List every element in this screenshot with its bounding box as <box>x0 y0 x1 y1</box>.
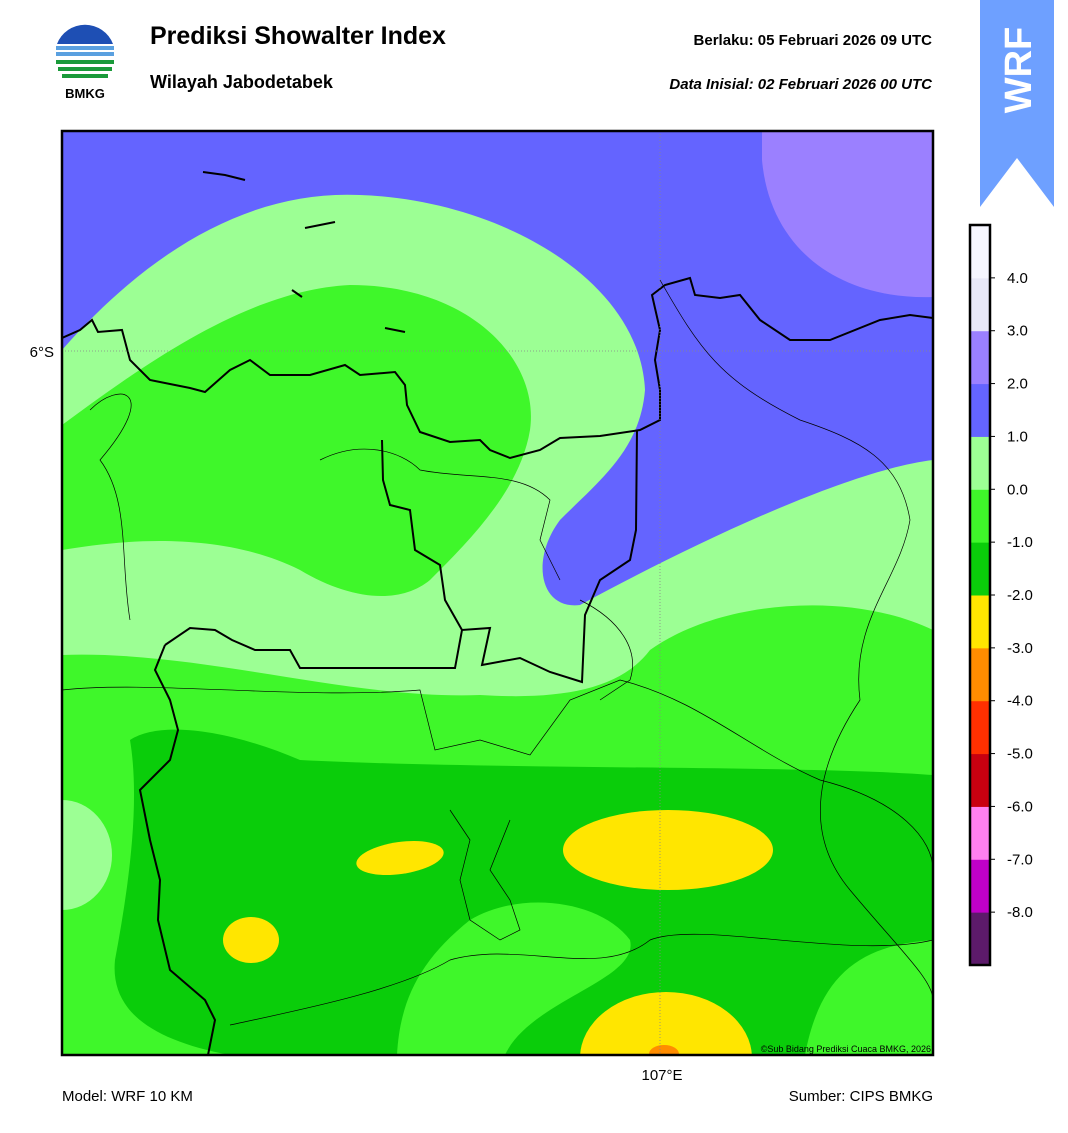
colorbar-band <box>970 647 990 702</box>
wrf-badge-text: WRF <box>998 27 1040 114</box>
logo-text: BMKG <box>65 86 105 101</box>
colorbar-tick-label: -1.0 <box>1007 534 1033 551</box>
colorbar-band <box>970 806 990 860</box>
colorbar-tick-label: -4.0 <box>1007 693 1033 710</box>
subtitle: Wilayah Jabodetabek <box>150 72 334 92</box>
colorbar-tick-label: -7.0 <box>1007 851 1033 868</box>
colorbar-band <box>970 859 990 913</box>
colorbar-band <box>970 542 990 596</box>
colorbar-tick-label: -2.0 <box>1007 587 1033 604</box>
colorbar-band <box>970 277 990 332</box>
model: Model: WRF 10 KM <box>62 1088 193 1105</box>
title: Prediksi Showalter Index <box>150 22 446 50</box>
wrf-badge <box>980 0 1054 207</box>
colorbar-tick-label: 2.0 <box>1007 376 1028 393</box>
colorbar-band <box>970 330 990 385</box>
map-frame <box>60 129 935 1057</box>
source: Sumber: CIPS BMKG <box>789 1088 933 1105</box>
colorbar-band <box>970 753 990 807</box>
colorbar-tick-label: 0.0 <box>1007 481 1028 498</box>
colorbar-band <box>970 225 990 279</box>
colorbar-tick-label: 3.0 <box>1007 323 1028 340</box>
valid-time: Berlaku: 05 Februari 2026 09 UTC <box>694 32 933 49</box>
colorbar-band <box>970 700 990 755</box>
colorbar: -8.0 -7.0 -6.0 -5.0 -4.0 -3.0 -2.0 -1.0 0.0 1.0 2.… <box>968 223 1033 967</box>
colorbar-band <box>970 912 990 966</box>
logo: BMKG <box>55 24 115 101</box>
colorbar-tick-label: -6.0 <box>1007 798 1033 815</box>
colorbar-band <box>970 383 990 437</box>
colorbar-tick-label: -5.0 <box>1007 746 1033 763</box>
lat-label: 6°S <box>30 344 54 361</box>
colorbar-band <box>970 595 990 649</box>
colorbar-tick-label: 4.0 <box>1007 270 1028 287</box>
colorbar-tick-label: 1.0 <box>1007 428 1028 445</box>
colorbar-tick-label: -3.0 <box>1007 640 1033 657</box>
credit: ©Sub Bidang Prediksi Cuaca BMKG, 2026 <box>761 1044 931 1054</box>
colorbar-band <box>970 489 990 543</box>
map <box>62 131 933 1055</box>
init-time: Data Inisial: 02 Februari 2026 00 UTC <box>669 76 933 93</box>
lon-label: 107°E <box>641 1067 682 1084</box>
colorbar-band <box>970 436 990 490</box>
colorbar-tick-label: -8.0 <box>1007 904 1033 921</box>
